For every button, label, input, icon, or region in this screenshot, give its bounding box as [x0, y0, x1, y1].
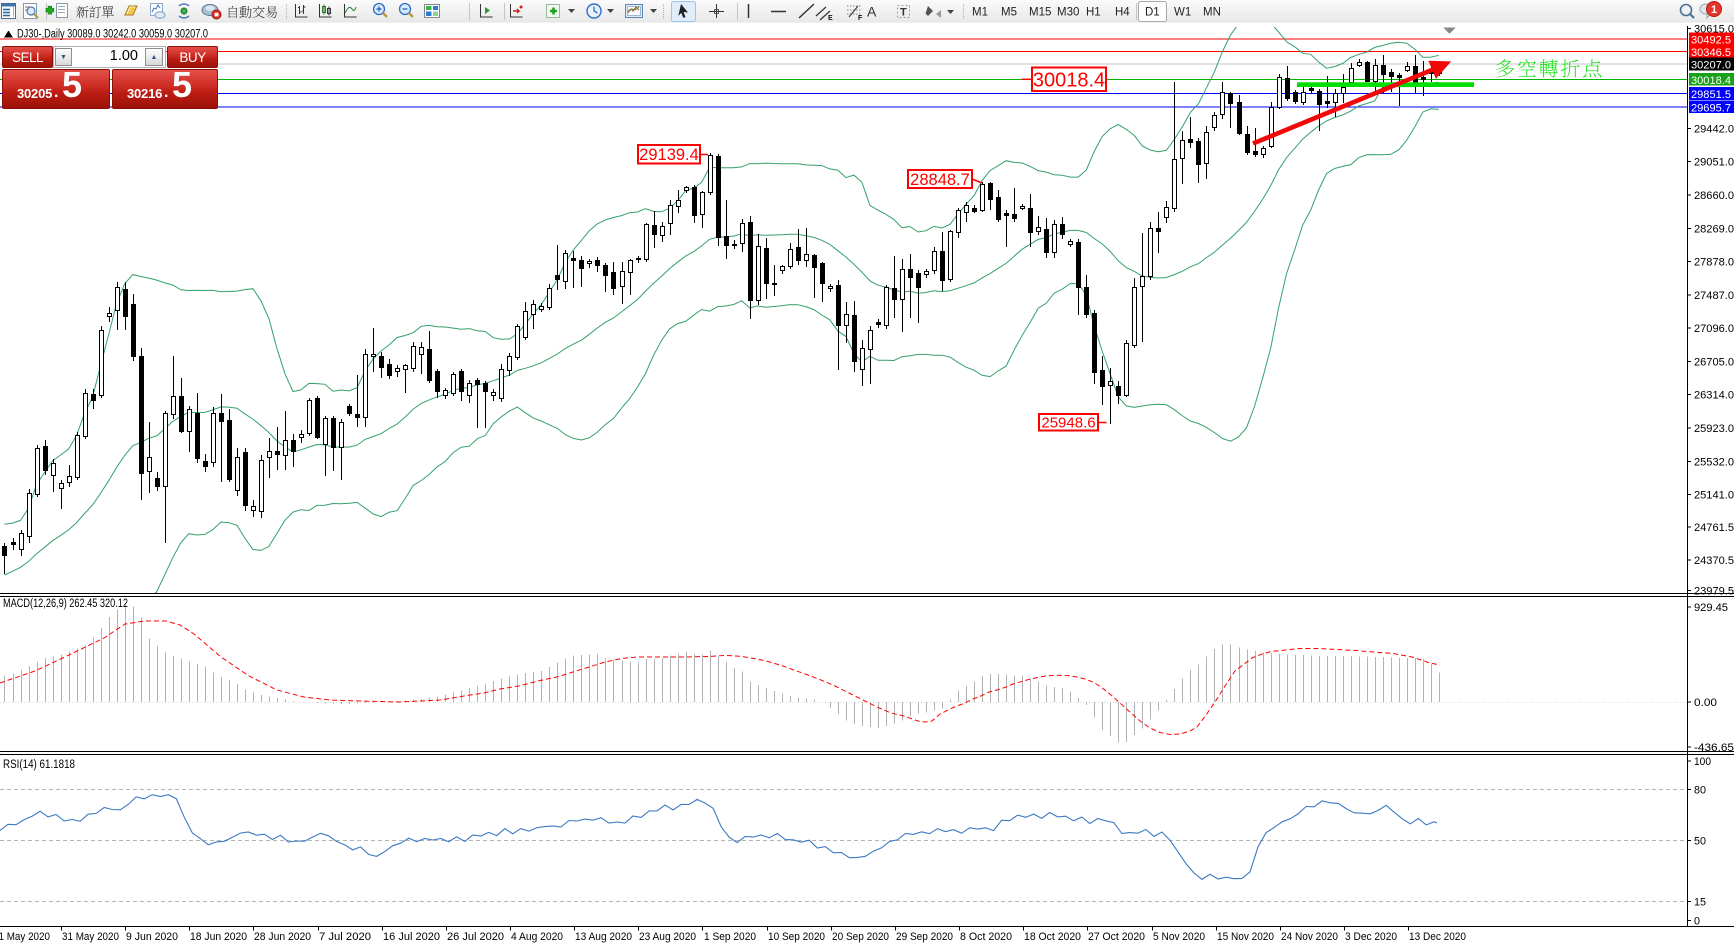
svg-text:RSI(14) 61.1818: RSI(14) 61.1818 [3, 759, 75, 771]
svg-text:29442.0: 29442.0 [1694, 123, 1734, 135]
svg-text:21 May 2020: 21 May 2020 [0, 931, 50, 943]
svg-text:50: 50 [1694, 836, 1706, 848]
svg-text:31 May 2020: 31 May 2020 [62, 931, 119, 943]
svg-text:27 Oct 2020: 27 Oct 2020 [1088, 931, 1145, 943]
svg-text:30018.4: 30018.4 [1033, 69, 1105, 91]
svg-text:M15: M15 [1029, 7, 1051, 19]
svg-text:13 Aug 2020: 13 Aug 2020 [575, 931, 632, 943]
svg-text:28660.0: 28660.0 [1694, 190, 1734, 202]
svg-text:24 Nov 2020: 24 Nov 2020 [1281, 931, 1338, 943]
svg-text:-436.65: -436.65 [1694, 742, 1734, 754]
svg-text:13 Dec 2020: 13 Dec 2020 [1409, 931, 1466, 943]
svg-text:28269.0: 28269.0 [1694, 223, 1734, 235]
svg-text:26 Jul 2020: 26 Jul 2020 [447, 931, 504, 943]
svg-text:23 Aug 2020: 23 Aug 2020 [639, 931, 696, 943]
svg-text:T: T [900, 7, 907, 19]
svg-text:5 Nov 2020: 5 Nov 2020 [1153, 931, 1205, 943]
svg-text:18 Oct 2020: 18 Oct 2020 [1024, 931, 1081, 943]
svg-text:80: 80 [1694, 785, 1706, 797]
svg-text:100: 100 [1694, 756, 1711, 768]
svg-text:18 Jun 2020: 18 Jun 2020 [190, 931, 247, 943]
svg-text:29139.4: 29139.4 [639, 146, 699, 164]
svg-text:30615.0: 30615.0 [1694, 24, 1734, 36]
svg-text:25948.6: 25948.6 [1041, 415, 1095, 432]
svg-text:24370.5: 24370.5 [1694, 555, 1734, 567]
svg-text:H1: H1 [1086, 7, 1101, 19]
svg-text:7 Jul 2020: 7 Jul 2020 [319, 931, 371, 943]
svg-text:20 Sep 2020: 20 Sep 2020 [832, 931, 889, 943]
svg-text:MACD(12,26,9) 262.45 320.12: MACD(12,26,9) 262.45 320.12 [3, 598, 128, 610]
svg-text:E: E [828, 15, 833, 22]
svg-text:29051.0: 29051.0 [1694, 157, 1734, 169]
svg-text:1: 1 [1711, 4, 1717, 16]
svg-text:30346.5: 30346.5 [1691, 47, 1731, 59]
svg-text:A: A [867, 4, 877, 20]
svg-text:15 Nov 2020: 15 Nov 2020 [1217, 931, 1274, 943]
svg-text:8 Oct 2020: 8 Oct 2020 [960, 931, 1012, 943]
svg-text:W1: W1 [1174, 7, 1191, 19]
svg-text:MN: MN [1203, 7, 1221, 19]
svg-text:1 Sep 2020: 1 Sep 2020 [704, 931, 756, 943]
svg-text:27487.0: 27487.0 [1694, 290, 1734, 302]
svg-text:M1: M1 [972, 7, 988, 19]
svg-text:D1: D1 [1145, 7, 1160, 19]
svg-text:M30: M30 [1057, 7, 1079, 19]
svg-text:929.45: 929.45 [1694, 602, 1728, 614]
svg-text:16 Jul 2020: 16 Jul 2020 [383, 931, 440, 943]
svg-text:29 Sep 2020: 29 Sep 2020 [896, 931, 953, 943]
svg-text:F: F [858, 15, 863, 22]
svg-text:27096.0: 27096.0 [1694, 323, 1734, 335]
svg-text:30207.0: 30207.0 [1691, 60, 1731, 72]
svg-text:26314.0: 26314.0 [1694, 390, 1734, 402]
svg-text:25532.0: 25532.0 [1694, 456, 1734, 468]
svg-text:30492.5: 30492.5 [1691, 35, 1731, 47]
svg-text:28 Jun 2020: 28 Jun 2020 [254, 931, 311, 943]
svg-text:29695.7: 29695.7 [1691, 102, 1731, 114]
svg-text:M5: M5 [1001, 7, 1017, 19]
svg-text:DJ30-,Daily 30089.0 30242.0 3: DJ30-,Daily 30089.0 30242.0 30059.0 3020… [17, 29, 208, 41]
svg-text:10 Sep 2020: 10 Sep 2020 [768, 931, 825, 943]
svg-text:0: 0 [1694, 916, 1700, 928]
svg-text:26705.0: 26705.0 [1694, 356, 1734, 368]
svg-text:23979.5: 23979.5 [1694, 586, 1734, 598]
svg-text:15: 15 [1694, 897, 1706, 909]
svg-text:30018.4: 30018.4 [1691, 75, 1731, 87]
svg-text:27878.0: 27878.0 [1694, 257, 1734, 269]
svg-text:3 Dec 2020: 3 Dec 2020 [1345, 931, 1397, 943]
svg-text:28848.7: 28848.7 [910, 171, 970, 189]
svg-text:24761.5: 24761.5 [1694, 522, 1734, 534]
svg-text:H4: H4 [1115, 7, 1130, 19]
svg-text:25141.0: 25141.0 [1694, 490, 1734, 502]
svg-text:4 Aug 2020: 4 Aug 2020 [511, 931, 563, 943]
svg-text:0.00: 0.00 [1694, 697, 1717, 709]
svg-text:9 Jun 2020: 9 Jun 2020 [126, 931, 178, 943]
svg-text:25923.0: 25923.0 [1694, 423, 1734, 435]
svg-text:29851.5: 29851.5 [1691, 89, 1731, 101]
